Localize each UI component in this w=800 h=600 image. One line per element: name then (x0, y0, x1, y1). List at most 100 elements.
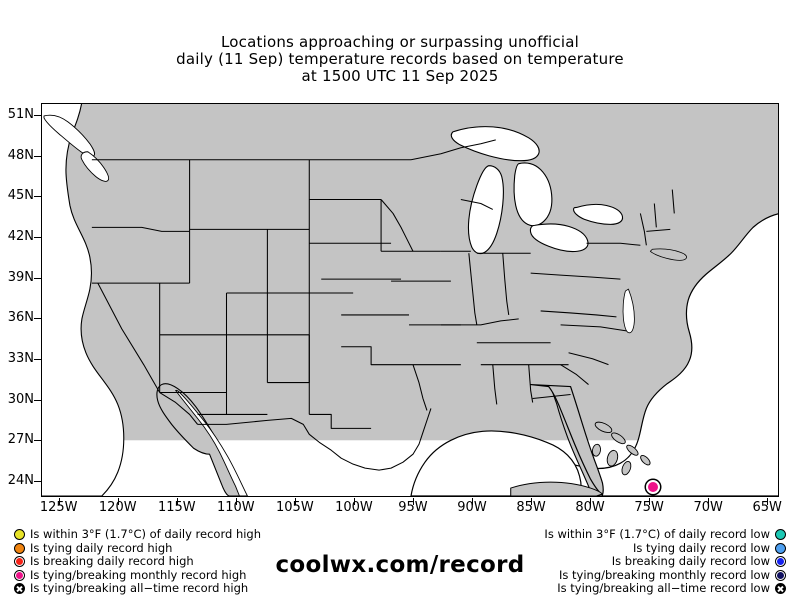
in-oh-border (502, 253, 510, 315)
lat-label-33n: 33N (7, 350, 34, 366)
lat-tick-42n (34, 237, 41, 239)
breaking-daily-high-swatch-icon (14, 556, 25, 568)
lon-label-100w: 100W (335, 500, 373, 515)
title-line-3: at 1500 UTC 11 Sep 2025 (301, 67, 499, 85)
legend-item-within-3f-low: Is within 3°F (1.7°C) of daily record lo… (539, 528, 786, 541)
lon-tick-105w (294, 498, 296, 505)
legend-label-breaking-daily-low: Is breaking daily record low (611, 554, 770, 569)
cuba-island (510, 481, 603, 496)
lat-tick-24n (34, 480, 41, 482)
ga-sc-border (560, 364, 589, 385)
pa-ny-border (586, 242, 641, 246)
legend-item-within-3f-high: Is within 3°F (1.7°C) of daily record hi… (14, 528, 266, 541)
tying-daily-high-swatch-icon (14, 542, 25, 554)
legend-label-tying-daily-high: Is tying daily record high (30, 540, 173, 555)
lat-label-51n: 51N (7, 107, 34, 123)
nc-va-border (560, 324, 627, 332)
lat-tick-39n (34, 277, 41, 279)
state-borders (91, 139, 675, 471)
florida-land (530, 383, 604, 496)
pacific-west (42, 104, 125, 496)
lake-erie (529, 223, 589, 253)
within-3f-low-swatch-icon (775, 529, 786, 540)
lake-michigan (467, 165, 504, 255)
legend-label-tying-daily-low: Is tying daily record low (632, 540, 770, 555)
lat-label-36n: 36N (7, 310, 34, 326)
al-ga-border (528, 364, 534, 403)
lon-label-65w: 65W (752, 500, 782, 515)
lon-tick-125w (58, 498, 60, 505)
legend-low-column: Is within 3°F (1.7°C) of daily record lo… (539, 528, 786, 596)
page-title: Locations approaching or surpassing unof… (0, 34, 800, 85)
lon-tick-80w (590, 498, 592, 505)
lon-tick-85w (531, 498, 533, 505)
me-nh-line (671, 189, 675, 214)
legend-label-within-3f-high: Is within 3°F (1.7°C) of daily record hi… (30, 527, 262, 541)
legend-label-breaking-daily-high: Is breaking daily record high (30, 554, 194, 569)
lon-label-90w: 90W (457, 500, 487, 515)
lon-tick-110w (235, 498, 237, 505)
legend-label-alltime-low: Is tying/breaking all−time record low (557, 581, 770, 596)
ga-fl-border (532, 393, 571, 400)
lat-label-39n: 39N (7, 269, 34, 285)
lon-label-70w: 70W (693, 500, 723, 515)
lake-ontario (573, 203, 624, 225)
lon-tick-95w (412, 498, 414, 505)
legend-item-breaking-daily-low: Is breaking daily record low (539, 555, 786, 568)
il-ky-border (440, 318, 519, 326)
lake-superior (450, 126, 540, 162)
lat-tick-36n (34, 318, 41, 320)
tying-daily-low-swatch-icon (775, 542, 786, 554)
alltime-high-swatch-icon (14, 583, 25, 595)
lat-tick-45n (34, 196, 41, 198)
lon-tick-70w (708, 498, 710, 505)
lon-tick-100w (353, 498, 355, 505)
oh-wv-pa (530, 272, 621, 280)
bahamas-chain (591, 421, 651, 476)
map-canvas[interactable] (41, 103, 779, 497)
legend-label-within-3f-low: Is within 3°F (1.7°C) of daily record lo… (544, 527, 770, 541)
lon-tick-120w (117, 498, 119, 505)
lat-tick-27n (34, 440, 41, 442)
lat-label-27n: 27N (7, 432, 34, 448)
title-line-2: daily (11 Sep) temperature records based… (176, 50, 624, 68)
lon-label-85w: 85W (516, 500, 546, 515)
legend-item-monthly-high: Is tying/breaking monthly record high (14, 568, 266, 582)
chesapeake-bay (622, 288, 635, 334)
lat-label-24n: 24N (7, 472, 34, 488)
lon-label-105w: 105W (276, 500, 314, 515)
site-watermark[interactable]: coolwx.com/record (275, 552, 525, 578)
lon-label-110w: 110W (216, 500, 255, 515)
ne-states-line (646, 228, 671, 232)
ok-tx-border (341, 346, 413, 366)
monthly-low-swatch-icon (775, 569, 786, 581)
tx-la-border (412, 364, 428, 411)
ca-az-border (159, 392, 198, 425)
breaking-daily-low-swatch-icon (775, 556, 786, 568)
lat-tick-33n (34, 358, 41, 360)
lon-label-120w: 120W (98, 500, 137, 515)
legend-label-alltime-high: Is tying/breaking all−time record high (30, 581, 249, 596)
vt-nh-line (653, 203, 657, 228)
long-island (649, 248, 687, 261)
map-geography (42, 104, 778, 496)
monthly-high-swatch-icon (14, 569, 25, 581)
legend-item-breaking-daily-high: Is breaking daily record high (14, 555, 266, 568)
legend-item-tying-daily-high: Is tying daily record high (14, 540, 266, 555)
title-line-1: Locations approaching or surpassing unof… (221, 33, 579, 51)
great-lakes (450, 126, 624, 255)
legend-item-alltime-high: Is tying/breaking all−time record high (14, 582, 266, 595)
puget-sound-white (43, 114, 110, 182)
lat-label-42n: 42N (7, 229, 34, 245)
lat-label-48n: 48N (7, 147, 34, 163)
lon-label-80w: 80W (575, 500, 605, 515)
monthly-record-high-marker[interactable] (646, 480, 660, 494)
lon-label-115w: 115W (157, 500, 196, 515)
legend-high-column: Is within 3°F (1.7°C) of daily record hi… (14, 528, 266, 596)
lon-tick-75w (649, 498, 651, 505)
lon-tick-90w (471, 498, 473, 505)
us-mexico-border (197, 408, 432, 471)
ms-al-border (492, 364, 498, 405)
legend-label-monthly-low: Is tying/breaking monthly record low (558, 567, 770, 582)
